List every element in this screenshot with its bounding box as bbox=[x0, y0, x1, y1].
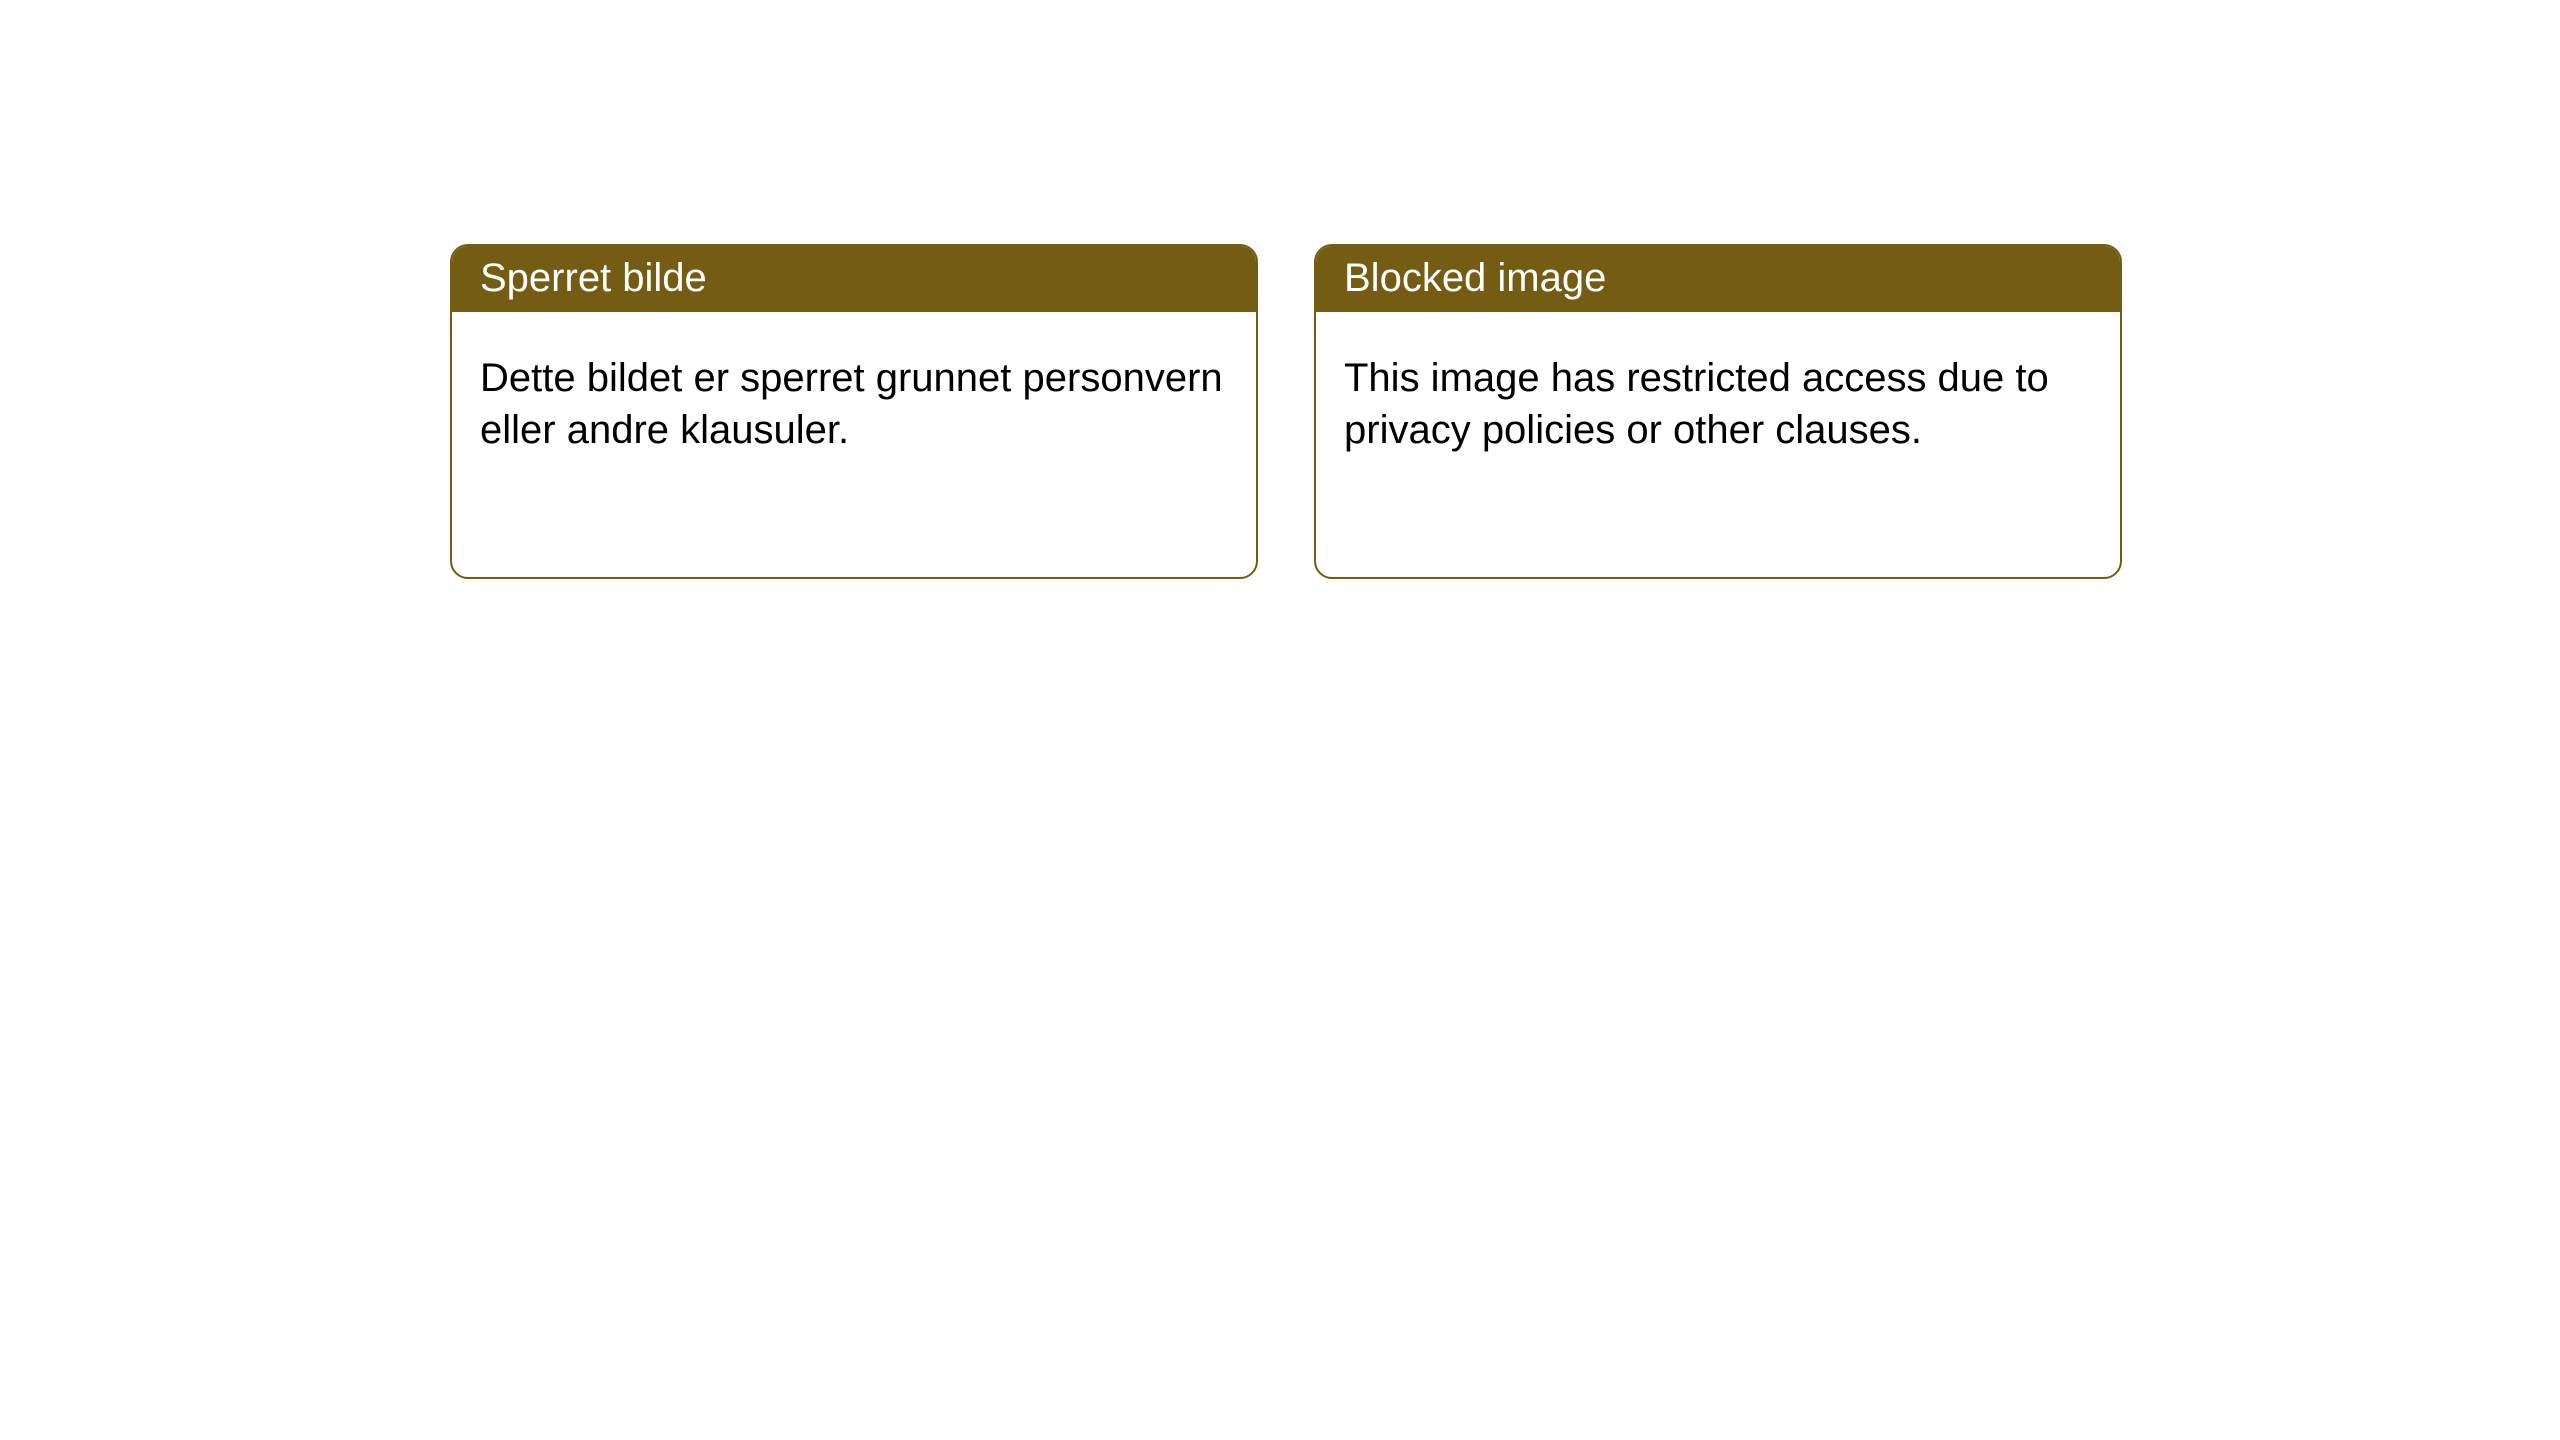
notice-cards-container: Sperret bilde Dette bildet er sperret gr… bbox=[0, 0, 2560, 579]
card-title: Blocked image bbox=[1316, 246, 2120, 312]
blocked-notice-card-english: Blocked image This image has restricted … bbox=[1314, 244, 2122, 579]
card-body-text: This image has restricted access due to … bbox=[1316, 312, 2120, 484]
blocked-notice-card-norwegian: Sperret bilde Dette bildet er sperret gr… bbox=[450, 244, 1258, 579]
card-body-text: Dette bildet er sperret grunnet personve… bbox=[452, 312, 1256, 484]
card-title: Sperret bilde bbox=[452, 246, 1256, 312]
